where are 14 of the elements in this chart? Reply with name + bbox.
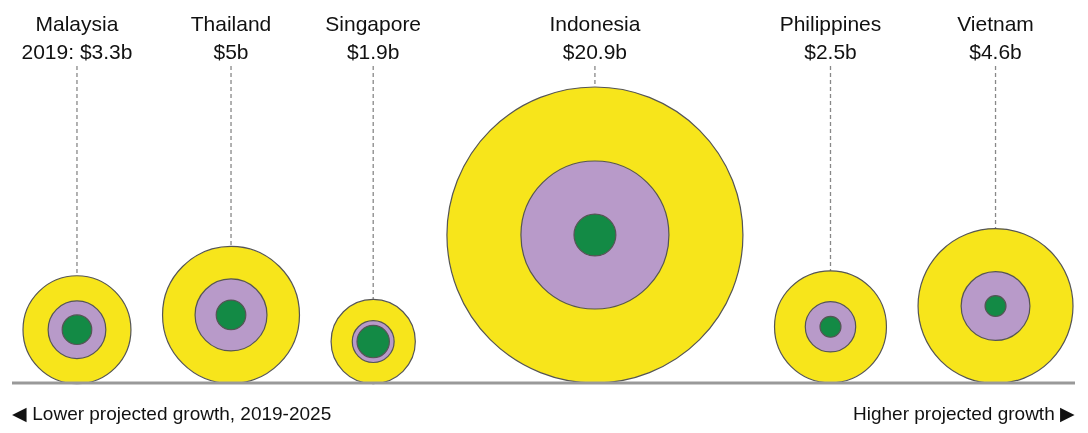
x-tick-label: Vietnam [957,12,1034,35]
text: $1.9b [346,40,400,63]
x-tick-label: Philippines [779,12,882,35]
x-tick-label: Indonesia [549,12,641,35]
x-tick-label: Thailand [190,12,272,35]
x-tick-label: Singapore [325,12,422,35]
text: $5b [213,40,249,63]
x-tick-label: Malaysia [35,12,119,35]
text: $4.6b [969,40,1022,63]
text: $20.9b [562,40,628,63]
text: Higher projected growth ▶ [853,403,1075,424]
text: 2019: $3.3b [21,40,133,63]
text: $2.5b [804,40,857,63]
text: ◀ Lower projected growth, 2019-2025 [12,403,332,424]
